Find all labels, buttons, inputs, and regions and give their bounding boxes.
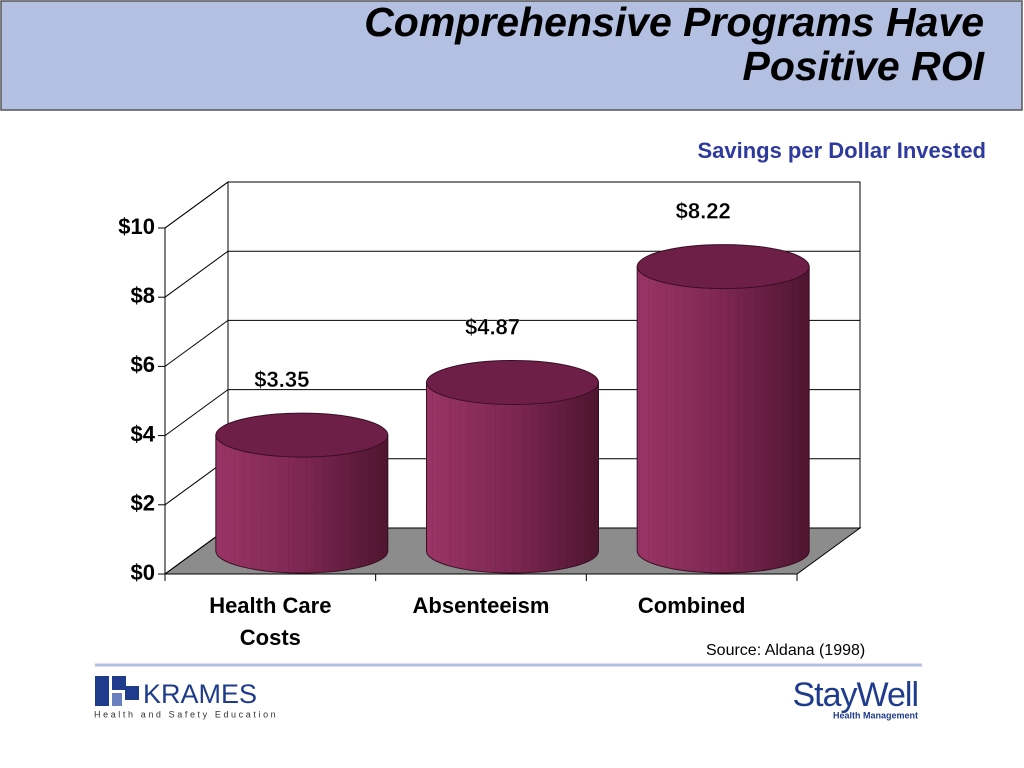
bar-top	[636, 244, 810, 290]
value-label: $4.87	[465, 314, 520, 339]
x-tick-label: Absenteeism	[412, 593, 550, 618]
bar-top	[426, 359, 599, 405]
bar-stripes	[426, 382, 599, 573]
bar-stripes	[215, 435, 388, 574]
y-tick-label: $10	[118, 214, 155, 239]
title-band	[0, 0, 1023, 111]
krames-logo: KRAMES	[143, 679, 257, 709]
logo-icon	[95, 676, 109, 706]
y-tick-label: $8	[131, 283, 155, 308]
y-tick-label: $0	[131, 560, 155, 585]
y-tick-label: $2	[131, 491, 155, 516]
x-tick-label: Combined	[637, 593, 746, 618]
y-tick-label: $6	[131, 352, 155, 377]
grid-line	[164, 181, 229, 229]
source: Source: Aldana (1998)	[706, 642, 865, 659]
logo-icon	[125, 686, 139, 700]
staywell-logo: StayWell	[792, 676, 918, 714]
bar-top	[215, 412, 389, 458]
value-label: $3.35	[254, 367, 309, 392]
slide-title: Comprehensive Programs Have Positive ROI	[364, 0, 984, 89]
bar-stripes	[637, 266, 810, 573]
logo-icon	[112, 693, 122, 706]
logo-icon	[112, 676, 126, 690]
value-label: $8.22	[676, 198, 731, 223]
krames-tagline: Health and Safety Education	[94, 709, 278, 719]
staywell-tagline: Health Management	[833, 710, 918, 720]
x-tick-label: Health Care Costs	[209, 593, 332, 650]
grid-line	[164, 389, 229, 437]
grid-line	[164, 250, 229, 298]
subtitle: Savings per Dollar Invested	[697, 138, 986, 163]
y-tick-label: $4	[131, 421, 156, 446]
grid-line	[164, 319, 229, 367]
